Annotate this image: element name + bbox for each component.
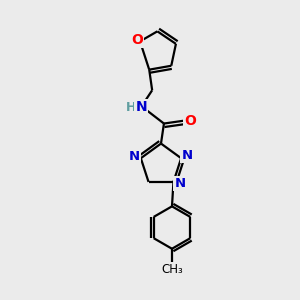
Text: H: H <box>125 101 136 114</box>
Text: N: N <box>129 150 140 163</box>
Text: N: N <box>174 177 185 190</box>
Text: N: N <box>136 100 147 114</box>
Text: O: O <box>131 33 143 47</box>
Text: N: N <box>182 149 193 162</box>
Text: O: O <box>184 114 196 128</box>
Text: CH₃: CH₃ <box>161 263 183 276</box>
